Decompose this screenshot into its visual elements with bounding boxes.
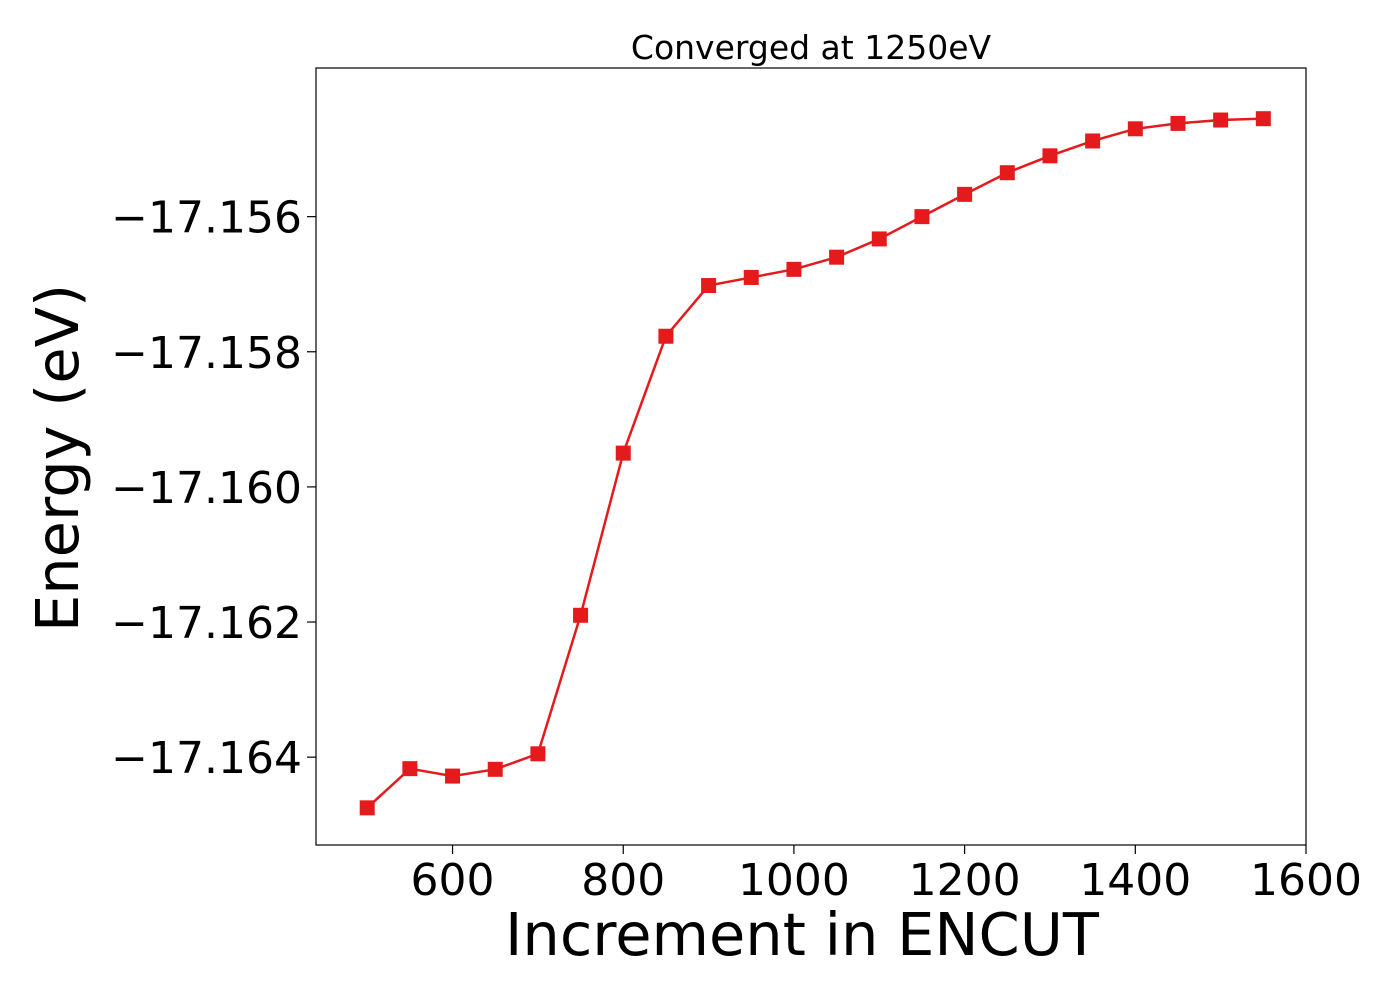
series-layer (359, 111, 1271, 816)
x-tick-label: 600 (411, 855, 495, 906)
x-tick-label: 800 (581, 855, 665, 906)
data-point (743, 269, 759, 285)
x-tick-label: 1200 (909, 855, 1021, 906)
x-tick-label: 1000 (738, 855, 850, 906)
data-point (445, 768, 461, 784)
plot-area (315, 67, 1307, 846)
chart-title: Converged at 1250eV (631, 28, 992, 67)
x-tick-label: 1400 (1079, 855, 1191, 906)
data-point (871, 231, 887, 247)
data-point (658, 328, 674, 344)
y-tick-label: −17.164 (111, 733, 302, 784)
data-point (957, 186, 973, 202)
data-point (573, 607, 589, 623)
data-point (402, 761, 418, 777)
data-point (1170, 115, 1186, 131)
y-axis-label: Energy (eV) (23, 284, 92, 632)
data-point (530, 746, 546, 762)
data-point (1042, 148, 1058, 164)
data-point (487, 761, 503, 777)
data-point (701, 278, 717, 294)
data-point (786, 261, 802, 277)
data-point (1127, 121, 1143, 137)
data-point (999, 165, 1015, 181)
y-tick-label: −17.156 (111, 193, 302, 244)
data-point (359, 800, 375, 816)
x-axis-label: Increment in ENCUT (505, 900, 1100, 969)
y-tick-label: −17.158 (111, 328, 302, 379)
data-point (1255, 111, 1271, 127)
y-tick-label: −17.162 (111, 598, 302, 649)
data-point (914, 209, 930, 225)
data-point (1085, 133, 1101, 149)
data-point (1213, 112, 1229, 128)
data-point (615, 445, 631, 461)
ticks-layer: 600 800 1000 1200 1400 1600 −17.164 −17.162 −17.… (111, 193, 1362, 906)
data-point (829, 249, 845, 265)
y-tick-label: −17.160 (111, 463, 302, 514)
series-line (366, 117, 1264, 809)
x-tick-label: 1600 (1250, 855, 1362, 906)
